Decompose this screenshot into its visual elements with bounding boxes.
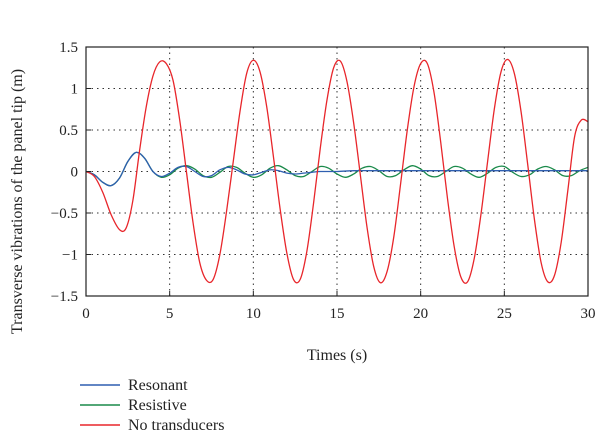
series-lines [86, 58, 588, 284]
y-tick-label: 1 [71, 82, 79, 98]
x-tick-label: 0 [82, 306, 90, 322]
y-tick-label: −1 [62, 248, 78, 264]
series-line-no-transducers [86, 58, 588, 284]
axis-ticks: 0 5 10 15 20 25 30 1.5 1 0.5 0 −0.5 −1 −1.5 [51, 40, 596, 322]
x-axis-label: Times (s) [307, 347, 367, 364]
y-tick-label: 0.5 [59, 123, 78, 139]
legend-label-no-transducers: No transducers [128, 417, 224, 434]
y-tick-label: 0 [71, 165, 79, 181]
x-tick-label: 5 [166, 306, 174, 322]
x-tick-label: 30 [581, 306, 596, 322]
y-axis-label: Transverse vibrations of the panel tip (… [9, 69, 26, 334]
y-tick-label: −0.5 [51, 206, 78, 222]
series-line-resonant [86, 151, 588, 187]
legend-label-resonant: Resonant [128, 377, 188, 394]
x-tick-label: 10 [246, 306, 261, 322]
y-tick-label: 1.5 [59, 40, 78, 56]
grid [86, 47, 588, 296]
series-line-resistive [86, 151, 588, 187]
legend-label-resistive: Resistive [128, 397, 187, 414]
x-tick-label: 20 [413, 306, 428, 322]
y-tick-label: −1.5 [51, 289, 78, 305]
legend: Resonant Resistive No transducers [80, 377, 224, 434]
x-tick-label: 25 [497, 306, 512, 322]
x-tick-label: 15 [330, 306, 345, 322]
